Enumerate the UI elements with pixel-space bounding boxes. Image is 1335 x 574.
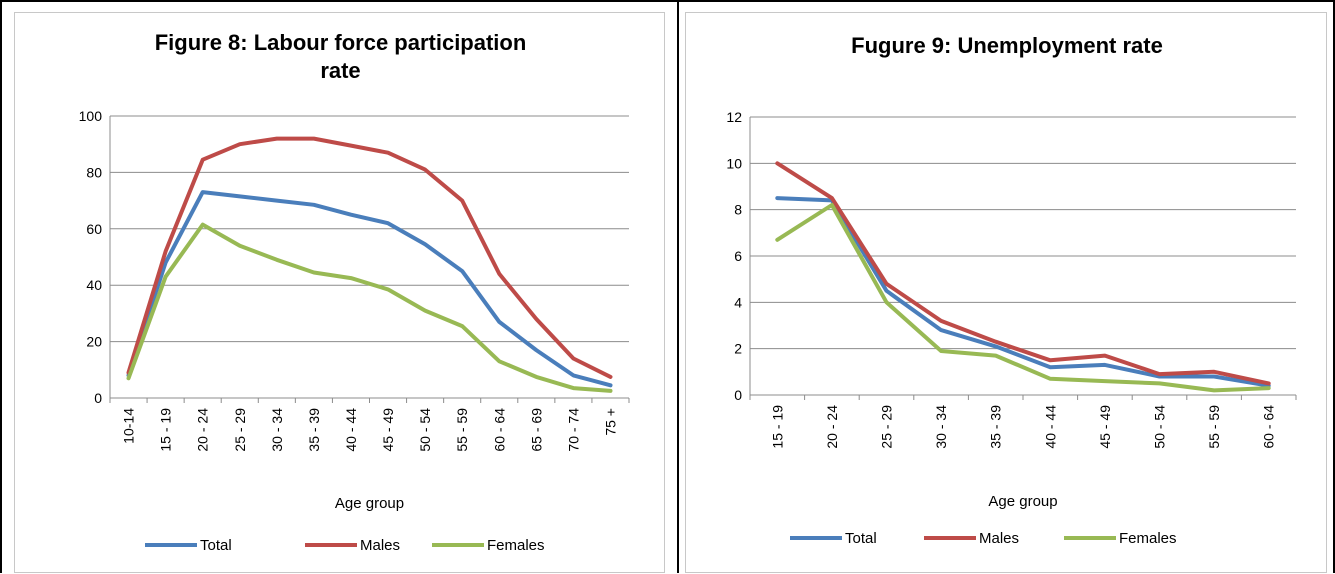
x-tick-label: 50 - 54 [1152,405,1168,449]
series-line-females [775,203,1271,393]
x-tick-label: 70 - 74 [565,408,581,452]
chart-title: rate [320,58,360,83]
y-tick-label: 20 [86,334,102,350]
x-tick-label: 55 - 59 [1206,405,1222,449]
x-tick-label: 25 - 29 [879,405,895,449]
y-tick-label: 8 [734,202,742,218]
legend-label-males: Males [360,537,400,554]
x-tick-label: 25 - 29 [232,408,248,452]
x-tick-label: 20 - 24 [195,408,211,452]
x-tick-label: 40 - 44 [343,408,359,452]
x-tick-label: 20 - 24 [824,405,840,449]
x-tick-label: 10-14 [121,408,137,444]
unemployment-rate-chart: Fugure 9: Unemployment rate 0 2 4 6 8 10 12 15 -… [726,33,1297,547]
x-tick-label: 15 - 19 [158,408,174,452]
legend-label-total: Total [845,530,877,547]
x-tick-label: 75 + [602,408,618,436]
series-line-total [126,190,613,388]
x-axis-label: Age group [335,495,404,512]
y-tick-label: 6 [734,248,742,264]
x-tick-label: 50 - 54 [417,408,433,452]
series-line-males [775,161,1271,386]
legend-label-total: Total [200,537,232,554]
x-tick-label: 45 - 49 [380,408,396,452]
y-tick-label: 4 [734,294,742,310]
y-tick-label: 0 [94,390,102,406]
legend-label-females: Females [1119,530,1177,547]
series-line-total [775,196,1271,388]
labour-force-participation-chart: Figure 8: Labour force participation rate… [79,30,630,554]
y-tick-label: 2 [734,341,742,357]
x-tick-label: 45 - 49 [1097,405,1113,449]
y-tick-label: 10 [726,155,742,171]
x-tick-label: 15 - 19 [769,405,785,449]
legend-label-females: Females [487,537,545,554]
x-tick-label: 60 - 64 [491,408,507,452]
chart-title: Figure 8: Labour force participation [155,30,527,55]
legend-label-males: Males [979,530,1019,547]
y-tick-label: 100 [79,108,103,124]
y-tick-label: 60 [86,221,102,237]
x-tick-label: 55 - 59 [454,408,470,452]
x-tick-label: 35 - 39 [988,405,1004,449]
x-tick-label: 60 - 64 [1261,405,1277,449]
x-tick-label: 35 - 39 [306,408,322,452]
series-line-males [126,136,613,379]
chart-title: Fugure 9: Unemployment rate [851,33,1163,58]
y-tick-label: 40 [86,277,102,293]
x-tick-label: 40 - 44 [1042,405,1058,449]
x-tick-label: 65 - 69 [528,408,544,452]
x-axis-label: Age group [988,493,1057,510]
chart-panel-unemployment: Fugure 9: Unemployment rate 0 2 4 6 8 10 12 15 -… [685,12,1327,573]
y-tick-label: 12 [726,109,742,125]
series-line-females [126,222,613,393]
panel-divider [677,0,679,573]
y-tick-label: 0 [734,387,742,403]
y-tick-label: 80 [86,164,102,180]
x-tick-label: 30 - 34 [269,408,285,452]
chart-panel-labour-force: Figure 8: Labour force participation rate… [14,12,665,573]
x-tick-label: 30 - 34 [933,405,949,449]
